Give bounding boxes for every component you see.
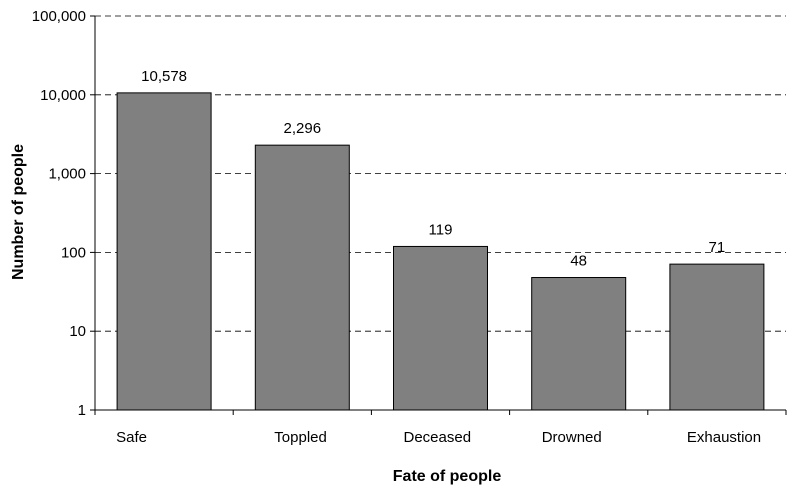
y-tick-label: 1,000 bbox=[48, 166, 86, 183]
bar-deceased bbox=[393, 245, 488, 411]
y-tick-labels: 1 10 100 1,000 10,000 100,000 bbox=[32, 8, 86, 419]
x-tick-labels: Safe Toppled Deceased Drowned Exhaustion bbox=[116, 429, 761, 446]
bars bbox=[116, 92, 765, 411]
data-label-exhaustion: 71 bbox=[709, 239, 726, 256]
bar-exhaustion bbox=[669, 263, 765, 411]
data-label-drowned: 48 bbox=[570, 253, 587, 270]
data-label-safe: 10,578 bbox=[141, 68, 187, 85]
y-tick-label: 1 bbox=[78, 402, 86, 419]
bar-toppled bbox=[254, 144, 350, 411]
bar-drowned bbox=[531, 277, 627, 411]
data-labels: 10,578 2,296 119 48 71 bbox=[141, 68, 725, 270]
data-label-toppled: 2,296 bbox=[284, 120, 322, 137]
x-tick-label-toppled: Toppled bbox=[274, 429, 327, 446]
x-axis-title: Fate of people bbox=[393, 468, 502, 485]
x-tick-label-safe: Safe bbox=[116, 429, 147, 446]
x-tick-label-exhaustion: Exhaustion bbox=[687, 429, 761, 446]
x-tick-label-drowned: Drowned bbox=[542, 429, 602, 446]
y-tick-label: 10,000 bbox=[40, 87, 86, 104]
y-tick-label: 100 bbox=[61, 244, 86, 261]
y-tick-label: 10 bbox=[69, 323, 86, 340]
bar-safe bbox=[116, 92, 212, 411]
data-label-deceased: 119 bbox=[429, 221, 453, 238]
axes bbox=[90, 15, 787, 415]
x-tick-label-deceased: Deceased bbox=[404, 429, 472, 446]
y-axis-title: Number of people bbox=[10, 144, 27, 280]
y-tick-label: 100,000 bbox=[32, 8, 86, 25]
